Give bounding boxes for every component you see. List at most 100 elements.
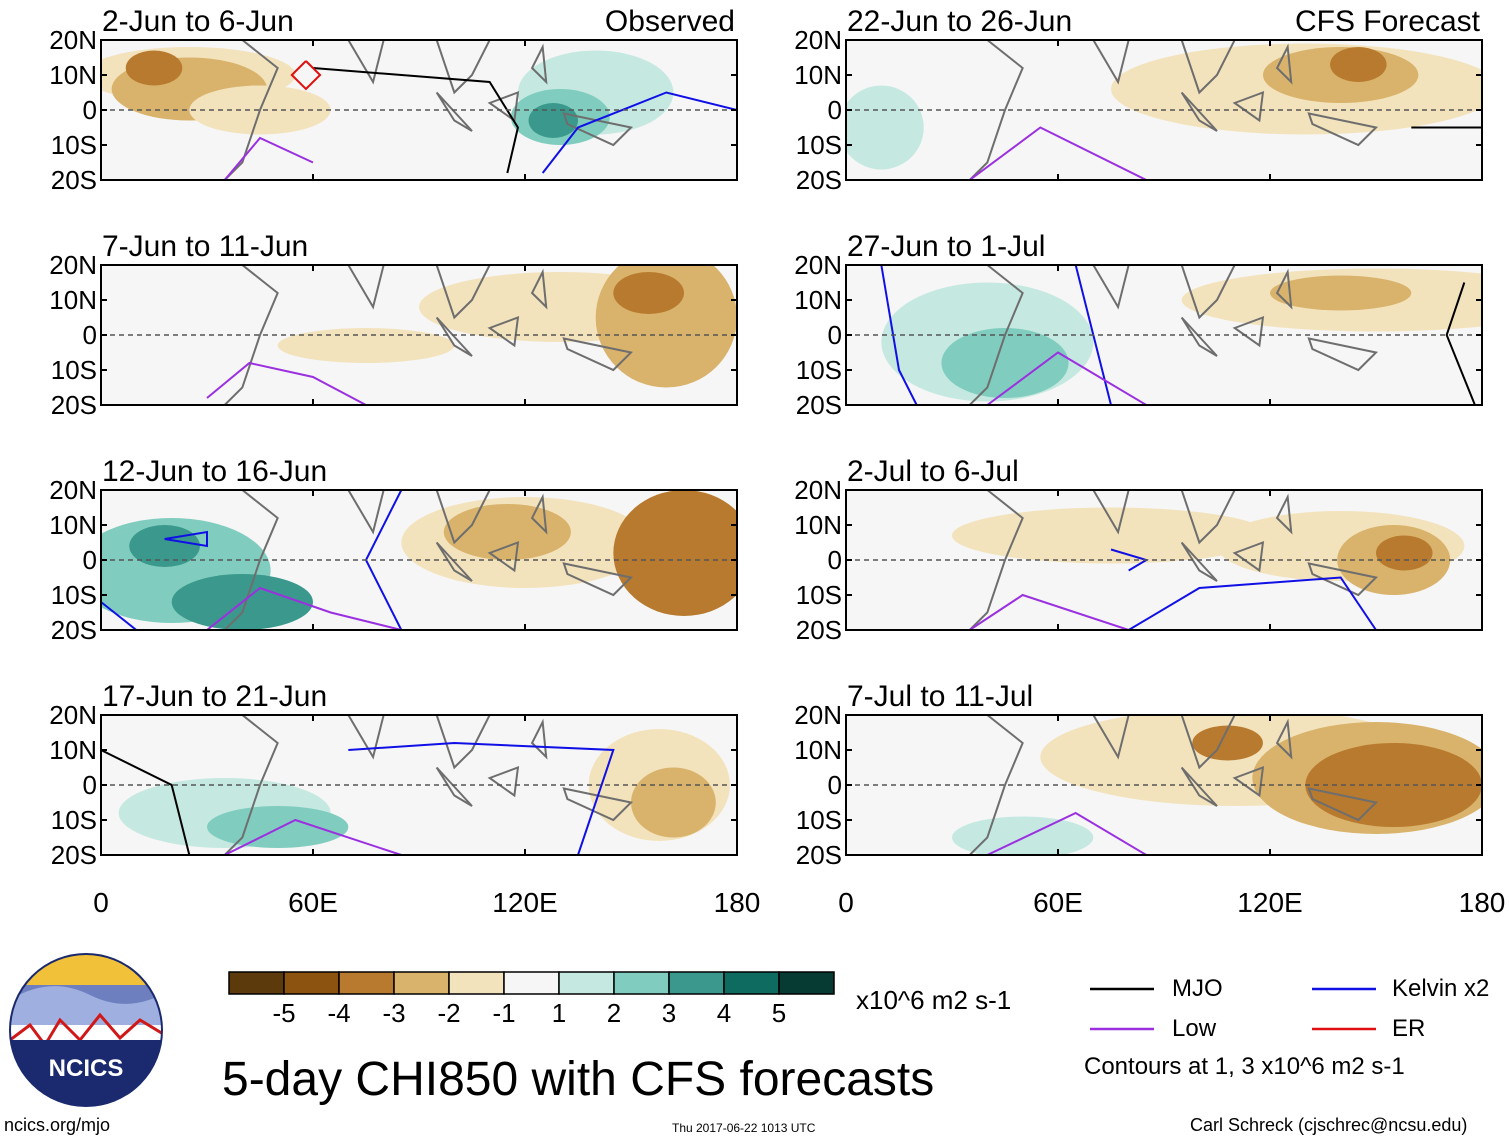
anomaly-shade bbox=[1330, 47, 1387, 82]
wave-contour bbox=[224, 818, 402, 855]
coastline bbox=[487, 540, 520, 573]
lat-tick-label: 20S bbox=[796, 840, 842, 870]
lat-tick-label: 10S bbox=[796, 580, 842, 610]
logo-hills bbox=[10, 986, 162, 1025]
ncics-logo: NCICS bbox=[9, 953, 163, 1107]
wave-contour bbox=[986, 811, 1147, 855]
wave-contour bbox=[1445, 282, 1476, 405]
lat-tick-label: 20N bbox=[49, 475, 97, 505]
coastline bbox=[1180, 541, 1218, 582]
lat-tick-label: 10N bbox=[794, 735, 842, 765]
timestamp: Thu 2017-06-22 1013 UTC bbox=[672, 1121, 816, 1135]
anomaly-shade bbox=[1192, 725, 1263, 761]
coastline bbox=[530, 268, 548, 310]
anomaly-shade bbox=[1270, 275, 1412, 311]
legend-label-kelvin: Kelvin x2 bbox=[1392, 975, 1490, 1002]
anomaly-shade bbox=[528, 103, 578, 138]
colorbar-units: x10^6 m2 s-1 bbox=[856, 985, 1012, 1015]
coastline bbox=[846, 490, 1024, 630]
colorbar-label: -5 bbox=[272, 998, 295, 1028]
coastline bbox=[562, 112, 634, 147]
colorbar-swatch bbox=[778, 971, 835, 995]
lat-tick-label: 10N bbox=[49, 60, 97, 90]
coastline bbox=[347, 265, 385, 310]
coastline bbox=[1232, 315, 1265, 348]
coastline bbox=[1275, 268, 1293, 310]
wave-contour bbox=[101, 601, 137, 630]
map-panel: 20N 10N 0 10S 20S 27-Jun to 1-Jul bbox=[794, 230, 1483, 420]
lat-tick-label: 0 bbox=[828, 545, 842, 575]
lat-tick-label: 20N bbox=[794, 25, 842, 55]
wave-contour bbox=[1128, 576, 1377, 630]
coastline bbox=[1232, 765, 1265, 798]
panels: 20N 10N 0 10S 20S 2-Jun to 6-Jun Observed 20N 10… bbox=[49, 5, 1483, 870]
anomaly-shade bbox=[941, 328, 1069, 398]
lat-tick-label: 20N bbox=[49, 25, 97, 55]
lat-tick-label: 10N bbox=[49, 285, 97, 315]
lat-tick-label: 20S bbox=[796, 615, 842, 645]
wave-contour bbox=[969, 126, 1147, 180]
map-panel: 20N 10N 0 10S 20S 2-Jul to 6-Jul bbox=[794, 455, 1483, 645]
wave-contour bbox=[290, 60, 322, 91]
lat-tick-label: 20N bbox=[794, 700, 842, 730]
panel-title: 22-Jun to 26-Jun bbox=[847, 5, 1072, 38]
coastline bbox=[1092, 490, 1130, 535]
logo-ring bbox=[9, 953, 163, 1107]
lat-tick-label: 20N bbox=[49, 700, 97, 730]
coastline bbox=[101, 265, 279, 405]
anomaly-shade bbox=[846, 85, 924, 170]
coastline bbox=[1232, 540, 1265, 573]
colorbar-swatch bbox=[613, 971, 670, 995]
coastline bbox=[1092, 715, 1130, 760]
colorbar-label: 1 bbox=[552, 998, 566, 1028]
legend-label-low: Low bbox=[1172, 1015, 1217, 1042]
anomaly-shade bbox=[277, 328, 455, 363]
coastline bbox=[1307, 112, 1379, 147]
coastline bbox=[487, 315, 520, 348]
colorbar-swatch bbox=[668, 971, 725, 995]
panel-title: 17-Jun to 21-Jun bbox=[102, 680, 327, 713]
lat-tick-label: 10S bbox=[51, 580, 97, 610]
coastline bbox=[347, 40, 385, 85]
coastline bbox=[530, 493, 548, 535]
lat-tick-label: 10N bbox=[49, 510, 97, 540]
panel-title: 7-Jun to 11-Jun bbox=[102, 230, 308, 263]
figure-title: 5-day CHI850 with CFS forecasts bbox=[222, 1053, 935, 1106]
lat-tick-label: 10N bbox=[794, 60, 842, 90]
coastline bbox=[1092, 40, 1130, 85]
wave-contour bbox=[206, 586, 402, 630]
lat-tick-label: 10S bbox=[51, 355, 97, 385]
coastline bbox=[1232, 90, 1265, 123]
coastline bbox=[1180, 766, 1218, 807]
anomaly-shade bbox=[613, 272, 685, 314]
coastline bbox=[487, 765, 520, 798]
column-label: CFS Forecast bbox=[1295, 5, 1481, 38]
coastline bbox=[530, 43, 548, 85]
coastline bbox=[562, 337, 634, 372]
wave-contour bbox=[348, 741, 615, 855]
anomaly-shade bbox=[1305, 743, 1482, 827]
coastline bbox=[435, 91, 473, 132]
lat-tick-label: 0 bbox=[83, 545, 97, 575]
lat-tick-label: 0 bbox=[828, 770, 842, 800]
wave-contour bbox=[223, 136, 314, 180]
lat-tick-label: 10N bbox=[49, 735, 97, 765]
coastline bbox=[347, 715, 385, 760]
site-link[interactable]: ncics.org/mjo bbox=[4, 1115, 111, 1135]
coastline bbox=[562, 787, 634, 822]
lat-tick-label: 0 bbox=[83, 95, 97, 125]
lat-tick-label: 0 bbox=[828, 95, 842, 125]
lon-tick-label: 180 bbox=[714, 887, 761, 918]
panel-title: 2-Jun to 6-Jun bbox=[102, 5, 294, 38]
anomaly-shade bbox=[125, 50, 183, 86]
coastline bbox=[487, 90, 520, 123]
coastline bbox=[846, 265, 1024, 405]
lon-tick-label: 0 bbox=[838, 887, 854, 918]
colorbar-swatch bbox=[448, 971, 505, 995]
lat-tick-label: 20N bbox=[794, 250, 842, 280]
lat-tick-label: 10S bbox=[51, 805, 97, 835]
panel-title: 7-Jul to 11-Jul bbox=[847, 680, 1033, 713]
anomaly-shade bbox=[952, 507, 1270, 564]
